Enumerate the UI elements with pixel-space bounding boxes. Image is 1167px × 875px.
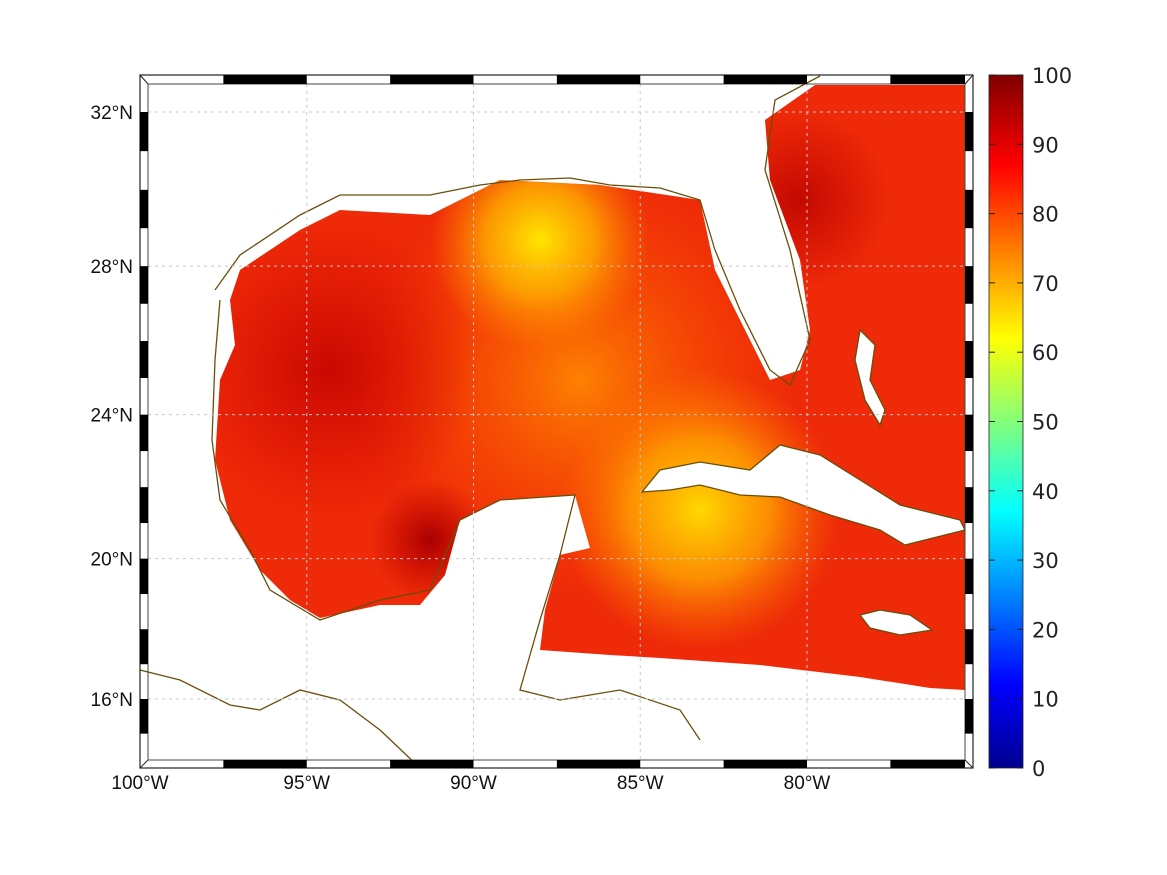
frame-segment: [140, 112, 148, 152]
frame-segment: [223, 75, 307, 84]
bahamas-land: [854, 328, 886, 427]
frame-segment: [890, 760, 965, 768]
frame-segment: [965, 112, 973, 152]
lon-tick-label: 80°W: [784, 773, 831, 794]
frame-segment: [140, 189, 148, 229]
frame-segment: [965, 266, 973, 304]
frame-segment: [965, 558, 973, 595]
cuba-land: [640, 444, 966, 546]
lat-tick-label: 24°N: [91, 406, 133, 427]
lat-tick-label: 28°N: [91, 257, 133, 278]
frame-segment: [965, 487, 973, 524]
lat-tick-label: 20°N: [91, 550, 133, 571]
colorbar-tick-label: 80: [1032, 203, 1059, 227]
colorbar-tick-label: 10: [1032, 688, 1059, 712]
colorbar: 0 10 20 30 40 50 60 70 80 90 100: [988, 64, 1072, 781]
frame-segment: [223, 760, 307, 768]
frame-segment: [965, 189, 973, 229]
frame-segment: [965, 414, 973, 452]
frame-segment: [140, 629, 148, 665]
lon-tick-label: 90°W: [450, 773, 497, 794]
colorbar-tick-label: 60: [1032, 341, 1059, 365]
frame-segment: [556, 75, 641, 84]
frame-segment: [140, 414, 148, 452]
frame-segment: [140, 487, 148, 524]
grid-lines: [148, 84, 965, 760]
lon-tick-label: 85°W: [617, 773, 664, 794]
frame-segment: [140, 341, 148, 379]
coastlines: [139, 75, 821, 769]
frame-segment: [965, 341, 973, 379]
frame-segment: [140, 266, 148, 304]
colorbar-tick-label: 90: [1032, 133, 1059, 157]
map-frame: [139, 74, 974, 769]
frame-segment: [965, 629, 973, 665]
land-masks: [640, 328, 966, 636]
frame-segment: [390, 75, 474, 84]
colorbar-tick-label: 50: [1032, 411, 1059, 435]
colorbar-tick-label: 40: [1032, 480, 1059, 504]
colorbar-tick-label: 100: [1032, 64, 1072, 88]
jamaica-land: [858, 609, 934, 636]
colorbar-tick-label: 70: [1032, 272, 1059, 296]
frame-segment: [140, 699, 148, 734]
lat-tick-label: 16°N: [91, 690, 133, 711]
lon-tick-label: 100°W: [111, 773, 168, 794]
colorbar-tick-label: 30: [1032, 549, 1059, 573]
frame-segment: [140, 558, 148, 595]
frame-segment: [723, 75, 807, 84]
frame-segment: [723, 760, 807, 768]
colorbar-tick-label: 20: [1032, 618, 1059, 642]
colorbar-tick-label: 0: [1032, 757, 1045, 781]
frame-segment: [965, 699, 973, 734]
lon-tick-label: 95°W: [283, 773, 330, 794]
data-field: [215, 85, 965, 690]
frame-segment: [890, 75, 965, 84]
frame-segment: [556, 760, 641, 768]
lat-tick-label: 32°N: [91, 103, 133, 124]
frame-segment: [390, 760, 474, 768]
